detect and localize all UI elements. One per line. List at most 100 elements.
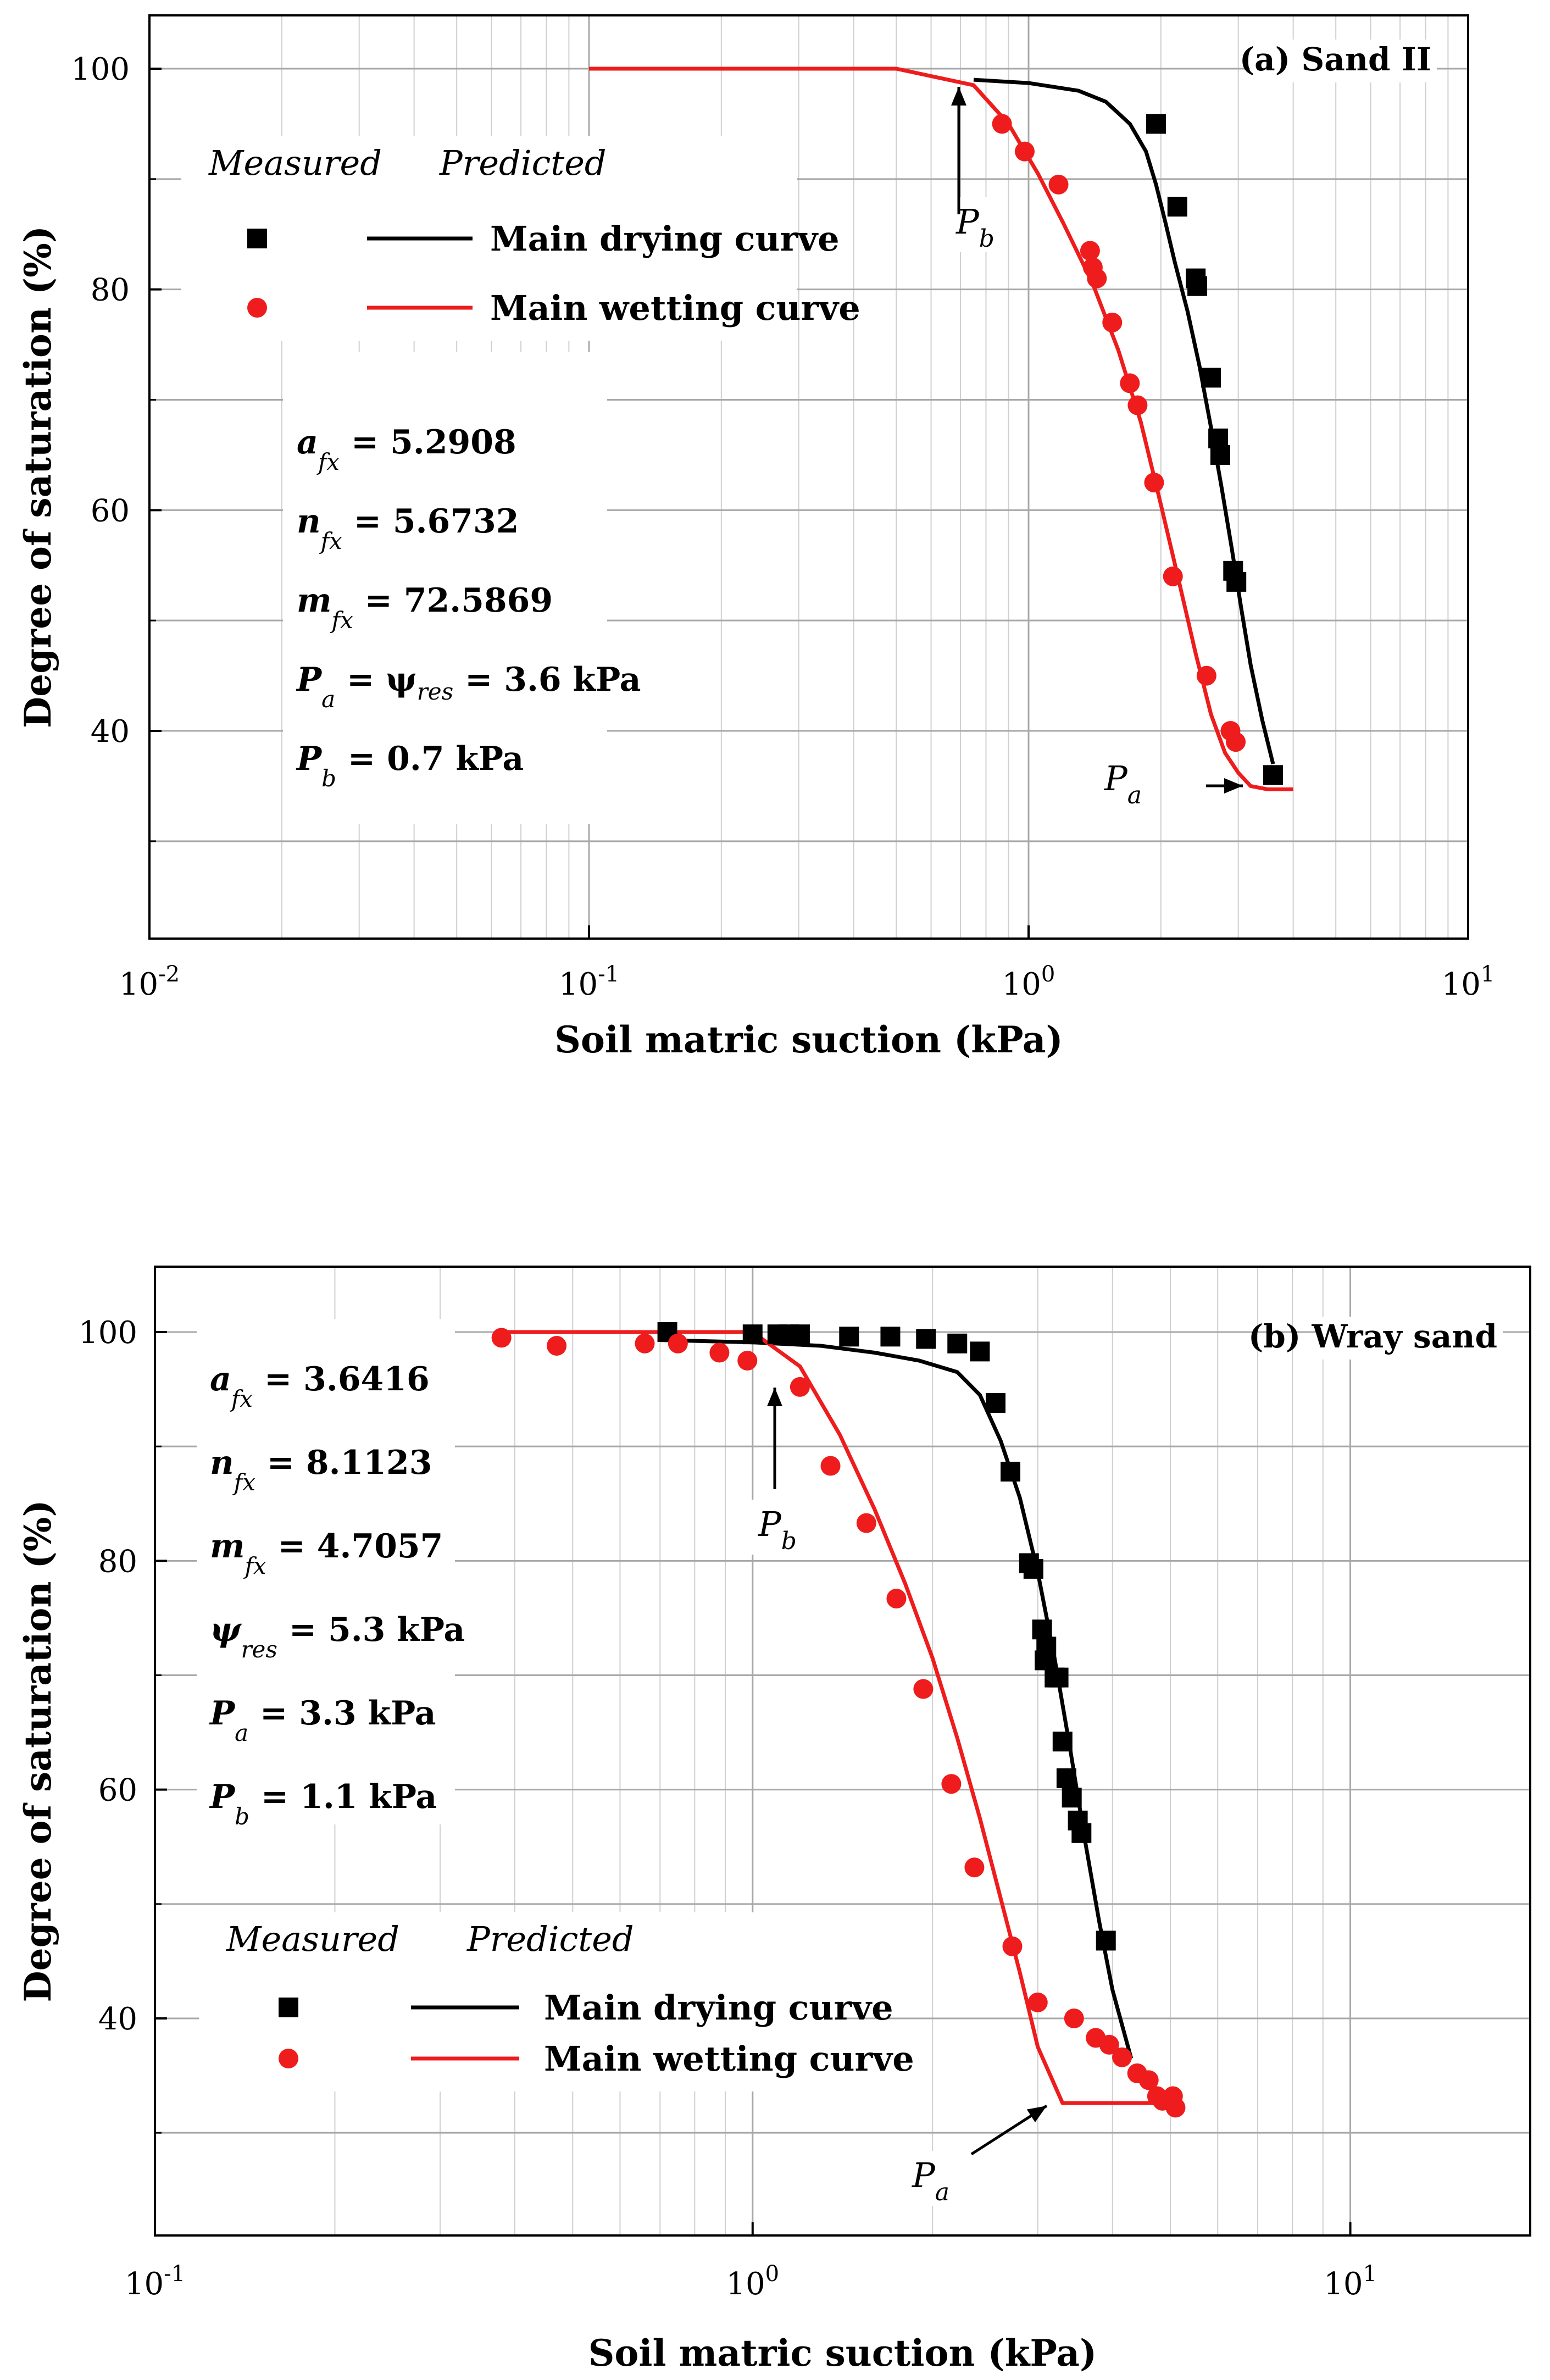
annotation-pa: Pa bbox=[901, 2104, 1048, 2206]
parameter-line: mfx = 4.7057 bbox=[210, 1527, 443, 1579]
measured-wetting-point bbox=[1226, 732, 1246, 752]
x-tick-label: 100 bbox=[1002, 962, 1055, 1002]
predicted-drying-curve bbox=[973, 77, 1275, 765]
measured-drying-point bbox=[1208, 428, 1229, 448]
parameter-line: nfx = 8.1123 bbox=[210, 1444, 432, 1496]
measured-wetting-point bbox=[1112, 2047, 1132, 2067]
measured-drying-point bbox=[970, 1341, 990, 1362]
x-axis-label: Soil matric suction (kPa) bbox=[588, 2332, 1097, 2375]
legend-wetting-marker bbox=[247, 298, 267, 318]
parameter-line: Pb = 0.7 kPa bbox=[296, 740, 524, 792]
legend-wetting-marker bbox=[279, 2049, 298, 2068]
x-tick-label: 10-1 bbox=[125, 2261, 185, 2302]
parameter-line: nfx = 5.6732 bbox=[297, 502, 519, 554]
measured-drying-point bbox=[985, 1393, 1005, 1413]
parameter-line: mfx = 72.5869 bbox=[297, 581, 553, 634]
measured-drying-point bbox=[1048, 1667, 1069, 1688]
legend-header-predicted: Predicted bbox=[466, 1919, 634, 1959]
legend-header-predicted: Predicted bbox=[439, 143, 607, 183]
y-tick-label: 60 bbox=[98, 1773, 137, 1808]
parameter-box-bg bbox=[197, 1319, 455, 1824]
measured-drying-point bbox=[1052, 1732, 1073, 1752]
legend: Measured Predicted Main drying curve Main w… bbox=[181, 136, 860, 341]
legend-drying-marker bbox=[279, 1998, 298, 2017]
annotation-arrow-head bbox=[1224, 778, 1243, 794]
measured-drying-point bbox=[1000, 1461, 1020, 1482]
plot-frame bbox=[154, 1266, 1531, 2237]
measured-drying-point bbox=[880, 1327, 901, 1347]
measured-wetting-point bbox=[1165, 2098, 1186, 2118]
panel-tag-bg bbox=[1250, 40, 1437, 82]
measured-drying-point bbox=[1167, 197, 1187, 217]
annotation-bg bbox=[901, 2151, 962, 2206]
panel-tag-bg bbox=[1316, 1317, 1503, 1360]
annotation-label: Pb bbox=[758, 1504, 797, 1555]
y-tick-label: 100 bbox=[79, 1315, 137, 1351]
panel-b-wray-sand: 40 60 80 100 10-1 100 101 Soil matric suction (… bbox=[16, 1266, 1531, 2375]
panel-tag: (a) Sand II bbox=[1240, 41, 1431, 78]
measured-wetting-point bbox=[1048, 174, 1069, 195]
measured-drying-point bbox=[1023, 1558, 1043, 1579]
parameter-box-bg bbox=[283, 352, 607, 824]
measured-wetting-point bbox=[1027, 1992, 1048, 2012]
parameter-box: afx = 5.2908 nfx = 5.6732 mfx = 72.5869 Pa … bbox=[283, 352, 641, 824]
y-tick-label: 100 bbox=[71, 52, 130, 87]
measured-wetting-point bbox=[635, 1333, 655, 1353]
parameter-line: Pa = 3.3 kPa bbox=[209, 1694, 436, 1746]
measured-wetting-point bbox=[668, 1333, 688, 1353]
measured-wetting-point bbox=[737, 1351, 758, 1371]
measured-wetting-point bbox=[1120, 373, 1140, 393]
x-tick-label: 100 bbox=[726, 2261, 779, 2302]
legend-bg bbox=[199, 1912, 843, 2091]
parameter-line: afx = 5.2908 bbox=[297, 423, 516, 475]
measured-drying-point bbox=[1062, 1788, 1082, 1808]
legend-drying-label: Main drying curve bbox=[490, 219, 840, 259]
annotation-label: Pa bbox=[1104, 758, 1142, 809]
parameter-line: ψres = 5.3 kPa bbox=[210, 1611, 465, 1663]
legend-header-measured: Measured bbox=[226, 1919, 399, 1959]
measured-drying-point bbox=[839, 1327, 859, 1347]
x-axis-label: Soil matric suction (kPa) bbox=[554, 1018, 1063, 1061]
y-tick-label: 80 bbox=[91, 273, 130, 308]
measured-wetting-point bbox=[1099, 2034, 1119, 2055]
x-tick-label: 10-1 bbox=[559, 962, 619, 1002]
annotation-label: Pa bbox=[912, 2155, 949, 2206]
annotation-pb: Pb bbox=[747, 1388, 808, 1555]
measured-wetting-point bbox=[856, 1513, 876, 1533]
measured-drying-point bbox=[790, 1324, 810, 1345]
measured-drying-point bbox=[1201, 368, 1221, 388]
measured-wetting-point bbox=[491, 1328, 512, 1348]
annotation-bg bbox=[945, 197, 1005, 252]
measured-drying-point bbox=[1096, 1930, 1116, 1951]
measured-drying-point bbox=[947, 1333, 968, 1353]
measured-wetting-point bbox=[1014, 141, 1035, 162]
annotation-bg bbox=[1093, 754, 1154, 809]
measured-drying-point bbox=[1035, 1650, 1055, 1671]
parameter-line: Pa = ψres = 3.6 kPa bbox=[296, 661, 641, 713]
legend-wetting-label: Main wetting curve bbox=[544, 2039, 914, 2079]
measured-drying-point bbox=[1146, 114, 1166, 134]
measured-drying-point bbox=[1056, 1768, 1076, 1788]
measured-wetting-point bbox=[820, 1456, 841, 1476]
measured-wetting-point bbox=[1138, 2070, 1159, 2090]
annotation-arrow-head bbox=[951, 87, 966, 106]
measured-drying-point bbox=[916, 1329, 936, 1349]
measured-drying-point bbox=[742, 1324, 763, 1345]
measured-wetting-point bbox=[1080, 241, 1100, 261]
y-tick-label: 80 bbox=[98, 1544, 137, 1579]
measured-wetting-point bbox=[913, 1679, 934, 1699]
legend: Measured Predicted Main drying curve Main w… bbox=[199, 1912, 914, 2091]
y-axis-label: Degree of saturation (%) bbox=[16, 226, 59, 728]
panel-tag: (b) Wray sand bbox=[1248, 1318, 1497, 1355]
measured-wetting-point bbox=[709, 1342, 730, 1363]
measured-wetting-point bbox=[1144, 473, 1164, 493]
measured-wetting-point bbox=[1196, 665, 1216, 686]
legend-drying-label: Main drying curve bbox=[544, 1988, 893, 2028]
y-tick-label: 40 bbox=[98, 2001, 137, 2037]
annotation-arrow-head bbox=[1026, 2106, 1047, 2123]
measured-drying-point bbox=[1032, 1619, 1052, 1640]
parameter-box: afx = 3.6416 nfx = 8.1123 mfx = 4.7057 ψres… bbox=[197, 1319, 465, 1830]
legend-wetting-label: Main wetting curve bbox=[490, 288, 860, 328]
measured-drying-point bbox=[1210, 445, 1230, 465]
